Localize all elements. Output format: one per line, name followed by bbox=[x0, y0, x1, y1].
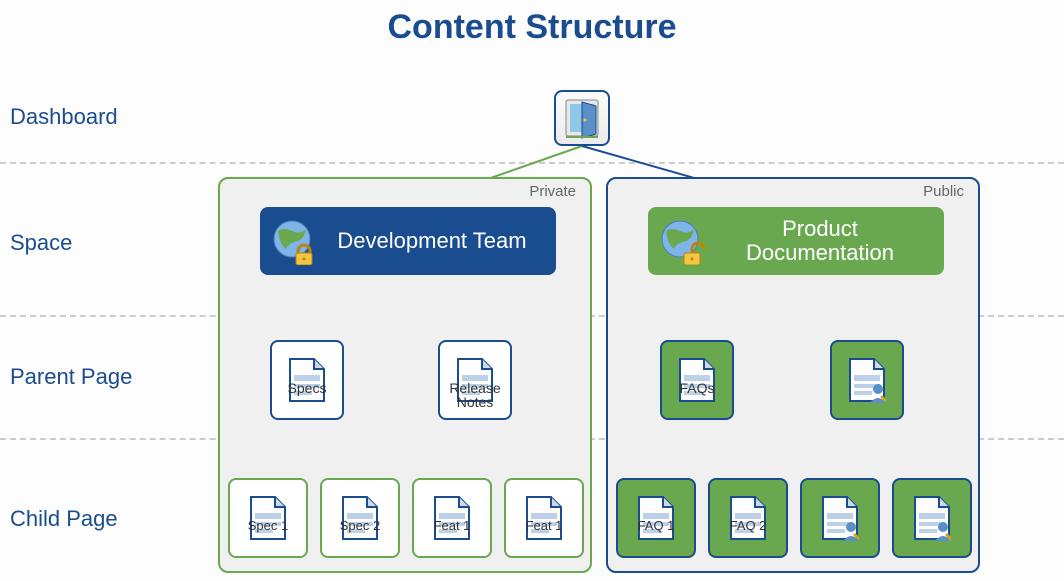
parent-page-specs: Specs bbox=[270, 340, 344, 420]
row-label-space: Space bbox=[10, 230, 72, 256]
document-user-icon bbox=[821, 495, 859, 541]
page-label: Release Notes bbox=[440, 381, 510, 409]
space-header-label: Product Documentation bbox=[706, 217, 934, 265]
space-tag-private: Private bbox=[529, 183, 576, 200]
page-label: Feat 1 bbox=[506, 519, 582, 532]
child-page-spec2: Spec 2 bbox=[320, 478, 400, 558]
parent-page-ub bbox=[830, 340, 904, 420]
page-label: Spec 2 bbox=[322, 519, 398, 532]
globe-lock-closed-icon bbox=[270, 217, 318, 265]
globe-lock-open-icon bbox=[658, 217, 706, 265]
child-page-ub2 bbox=[892, 478, 972, 558]
row-label-child: Child Page bbox=[10, 506, 118, 532]
parent-page-release: Release Notes bbox=[438, 340, 512, 420]
child-page-spec1: Spec 1 bbox=[228, 478, 308, 558]
child-page-faq2: FAQ 2 bbox=[708, 478, 788, 558]
space-tag-public: Public bbox=[923, 183, 964, 200]
child-page-faq1: FAQ 1 bbox=[616, 478, 696, 558]
child-page-ub1 bbox=[800, 478, 880, 558]
row-label-dashboard: Dashboard bbox=[10, 104, 118, 130]
space-header-public: Product Documentation bbox=[648, 207, 944, 275]
page-label: Spec 1 bbox=[230, 519, 306, 532]
document-user-icon bbox=[913, 495, 951, 541]
child-page-feat1: Feat 1 bbox=[412, 478, 492, 558]
page-label: FAQs bbox=[662, 381, 732, 395]
space-header-label: Development Team bbox=[318, 229, 546, 253]
page-label: FAQ 1 bbox=[618, 519, 694, 532]
page-label: FAQ 2 bbox=[710, 519, 786, 532]
page-label: Specs bbox=[272, 381, 342, 395]
parent-page-faqs: FAQs bbox=[660, 340, 734, 420]
page-title: Content Structure bbox=[0, 8, 1064, 47]
row-label-parent: Parent Page bbox=[10, 364, 132, 390]
child-page-feat2: Feat 1 bbox=[504, 478, 584, 558]
divider bbox=[0, 162, 1064, 164]
space-header-private: Development Team bbox=[260, 207, 556, 275]
page-label: Feat 1 bbox=[414, 519, 490, 532]
dashboard-door-icon bbox=[554, 90, 610, 146]
document-user-icon bbox=[848, 357, 886, 403]
